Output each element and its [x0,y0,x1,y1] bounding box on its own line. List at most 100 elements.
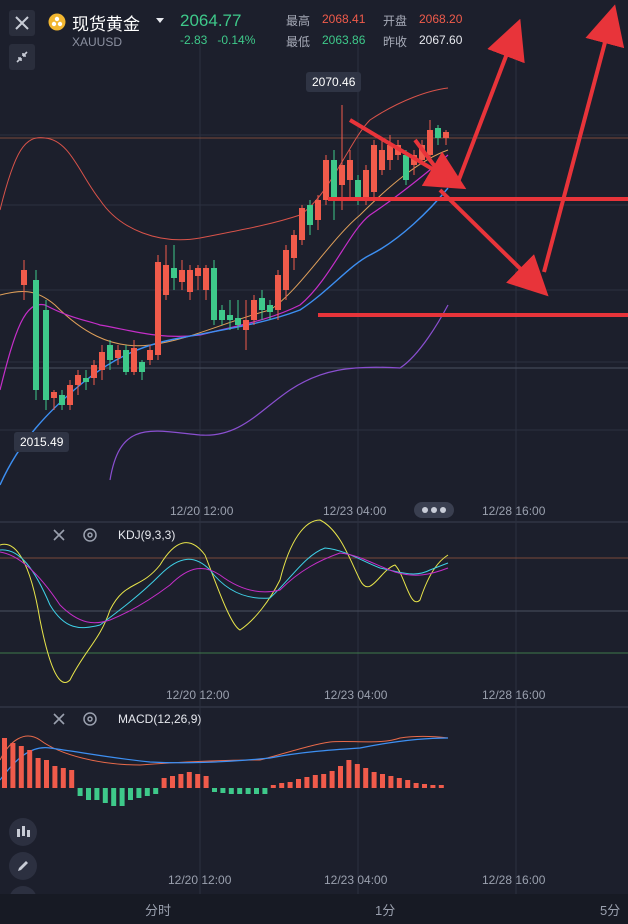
settings-icon[interactable] [82,711,98,727]
candle-body [91,365,97,378]
macd-bar [144,788,150,796]
macd-bar [60,768,66,788]
candle-body [139,362,145,372]
chevron-down-icon[interactable] [155,17,165,25]
user-drawings[interactable] [318,4,628,317]
candle-body [227,315,233,320]
macd-bar [438,785,444,788]
candle-body [179,270,185,282]
candlestick-tool-button[interactable] [9,818,37,846]
candlesticks [21,105,449,410]
high-value: 2068.41 [322,12,366,26]
macd-bar [111,788,117,806]
macd-bar [422,784,427,788]
ma-mid [0,154,449,391]
candle-body [243,320,249,330]
instrument-name[interactable]: 现货黄金 [72,15,140,34]
macd-bar [195,774,201,788]
candle-body [299,208,305,240]
macd-bar [203,776,209,788]
more-options-button[interactable] [414,502,454,518]
change-percent: -0.14% [217,33,256,47]
candle-body [427,130,433,155]
candle-body [171,268,177,278]
close-icon[interactable] [52,528,66,542]
macd-bar [296,779,301,788]
boll-lower [109,304,449,481]
change-value: -2.83 [180,33,208,47]
candle-body [379,150,385,170]
macd-bar [102,788,108,803]
prev-close-label: 昨收 [383,35,408,49]
candle-body [347,160,353,180]
macd-bar [304,777,310,788]
macd-diff-line [0,737,449,781]
candle-body [443,132,449,138]
candle-body [123,350,129,372]
macd-bar [321,774,327,788]
macd-bar [170,776,175,788]
settings-icon[interactable] [82,527,98,543]
macd-bar [136,788,142,798]
draw-tool-button[interactable] [9,852,37,880]
candle-body [371,145,377,192]
macd-bar [77,788,83,796]
macd-bar [237,788,243,794]
x-label: 12/23 04:00 [323,504,387,518]
open-value: 2068.20 [419,12,463,26]
candle-body [283,250,289,290]
kdj-d-line [0,551,449,624]
macd-bar [220,788,226,793]
candle-body [435,128,441,138]
candle-body [259,298,265,310]
close-button[interactable] [9,10,35,36]
candle-body [331,160,337,200]
candle-body [21,270,27,285]
candle-body [75,375,81,385]
candle-body [403,155,409,180]
macd-bar [329,771,335,788]
candle-body [147,350,153,360]
macd-bar [270,785,276,788]
x-label: 12/28 16:00 [482,688,546,702]
macd-bar [254,788,259,794]
macd-bar [86,788,91,800]
low-label: 最低 [286,35,311,49]
collapse-button[interactable] [9,44,35,70]
candle-body [267,305,273,312]
collapse-icon [16,51,28,63]
macd-bar [128,788,133,800]
candle-body [315,200,321,220]
macd-bar [44,760,49,788]
macd-bar [119,788,125,806]
price-change: -2.83 -0.14% [180,33,255,47]
close-icon[interactable] [52,712,66,726]
macd-bar [153,788,159,794]
macd-bar [10,743,16,788]
candle-body [187,270,193,292]
chart-canvas[interactable] [0,0,628,894]
quote-header: 现货黄金 XAUUSD 2064.77 -2.83 -0.14% 最高 2068… [0,0,628,70]
timeframe-tab[interactable]: 1分 [375,903,396,918]
macd-bar [371,772,377,788]
macd-bar [346,760,352,788]
candle-body [235,318,241,325]
macd-bar [2,738,7,788]
macd-bar [52,766,58,788]
pencil-icon [18,861,28,871]
macd-bar [228,788,234,794]
timeframe-bar: 分时 1分 5分 [0,894,628,924]
x-label: 12/28 16:00 [482,873,546,887]
high-label: 最高 [286,14,311,28]
macd-label: MACD(12,26,9) [118,712,202,726]
timeframe-tab[interactable]: 5分 [600,903,621,918]
candle-body [363,170,369,200]
macd-bar [35,758,41,788]
timeframe-tab[interactable]: 分时 [145,903,172,918]
gold-coin-icon [48,13,66,31]
candle-body [219,310,225,320]
macd-bar [279,783,285,788]
macd-bar [161,778,167,788]
main-grid [0,44,628,894]
